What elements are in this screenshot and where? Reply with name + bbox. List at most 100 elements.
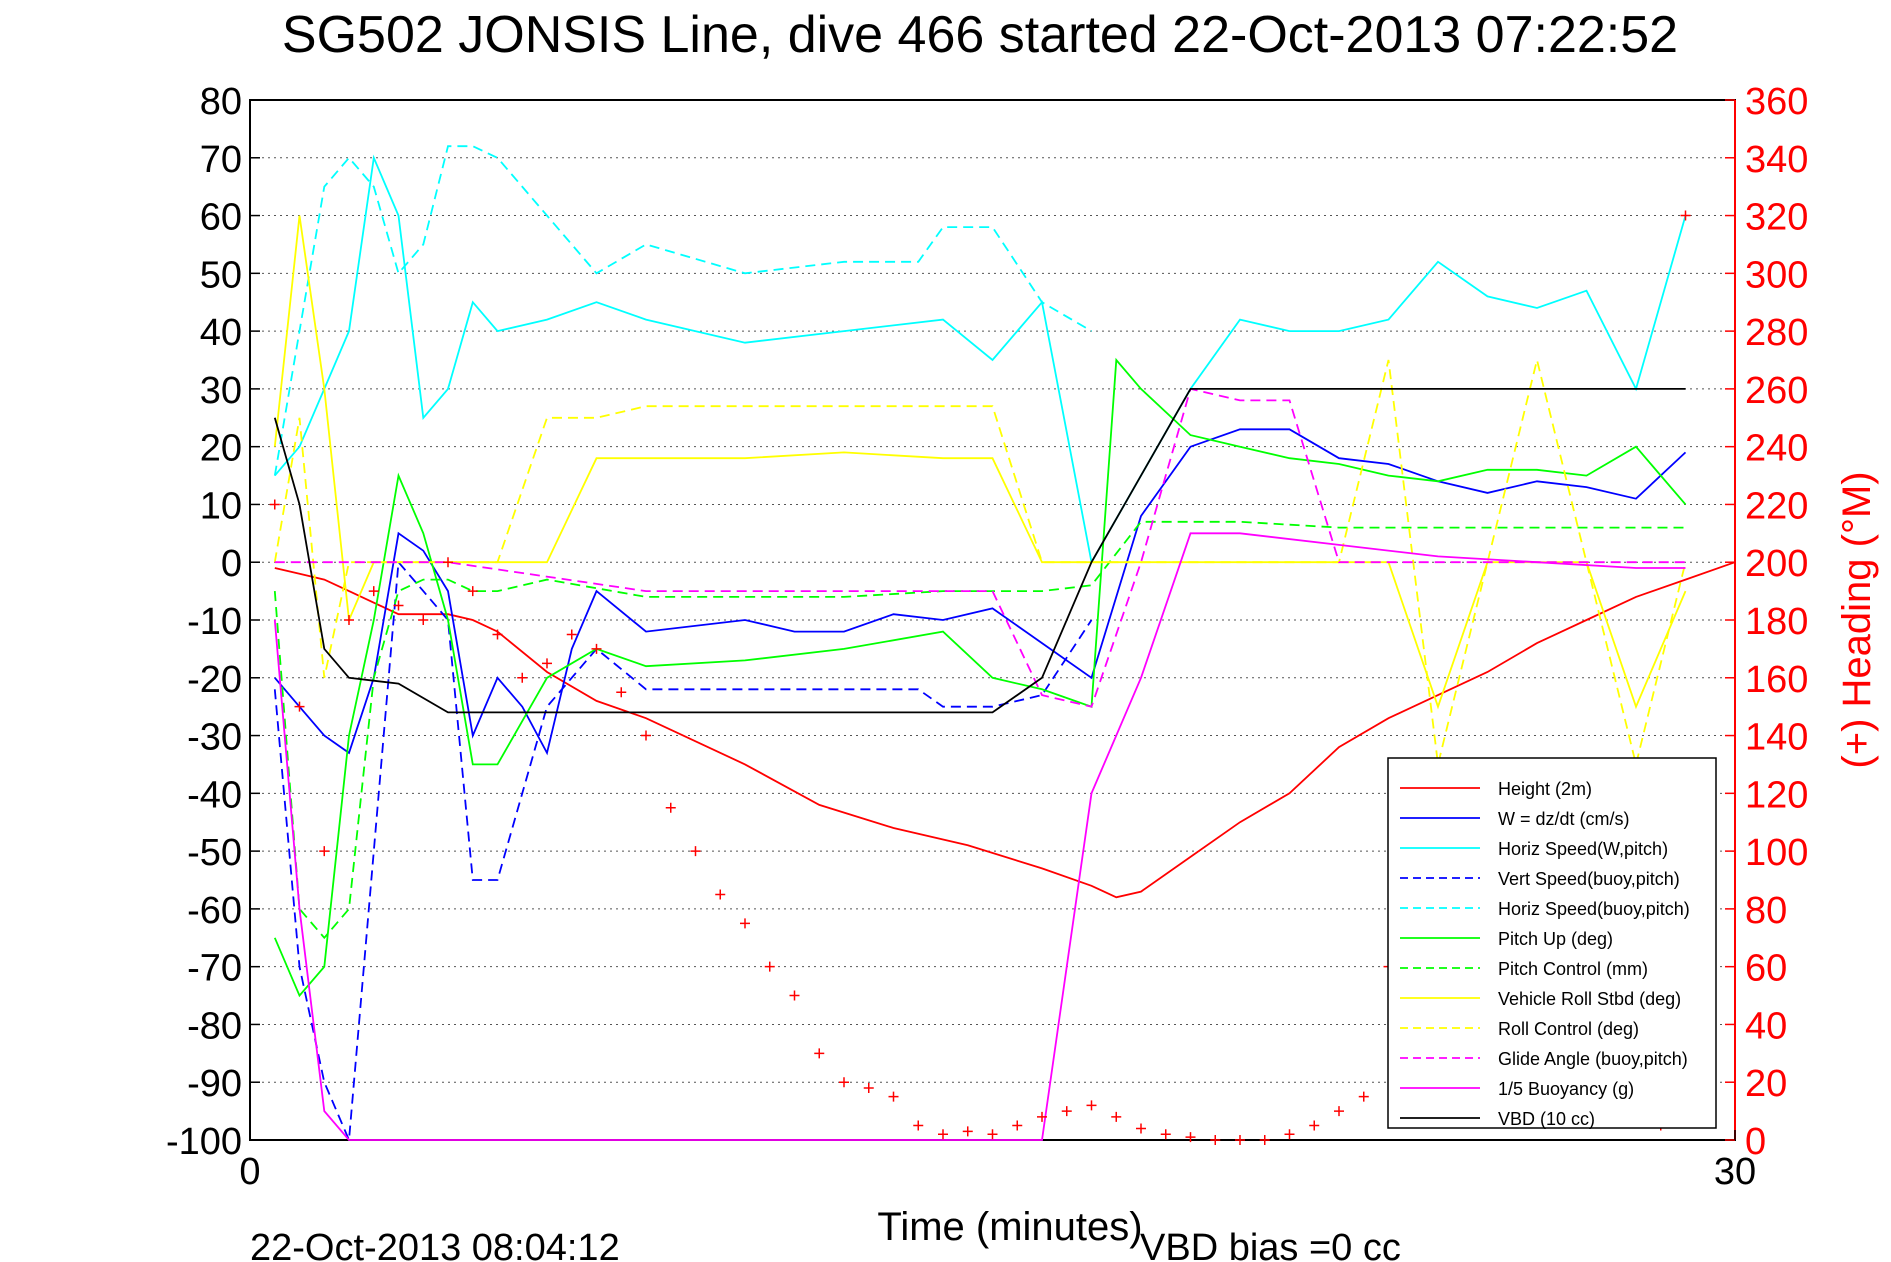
heading-point	[740, 918, 750, 929]
footer-right: VBD bias =0 cc	[1140, 1227, 1401, 1262]
heading-point	[344, 615, 354, 625]
heading-point	[1210, 1135, 1221, 1145]
legend-label: VBD (10 cc)	[1498, 1109, 1595, 1129]
legend-box	[1387, 757, 1717, 1129]
heading-point	[665, 802, 676, 813]
heading-point	[566, 629, 577, 640]
left-tick-label: -10	[187, 601, 242, 643]
heading-point	[888, 1091, 899, 1102]
heading-point	[269, 499, 280, 510]
heading-point	[294, 701, 305, 712]
legend-label: W = dz/dt (cm/s)	[1498, 809, 1630, 829]
x-tick-label: 30	[1714, 1151, 1756, 1193]
series-line-5	[273, 145, 1092, 476]
heading-point	[418, 615, 429, 625]
left-tick-label: -100	[166, 1121, 242, 1163]
heading-point	[839, 1077, 849, 1088]
heading-point	[393, 600, 404, 611]
heading-point	[764, 961, 775, 972]
heading-point	[616, 687, 627, 698]
left-tick-label: -40	[187, 774, 242, 816]
heading-point	[1061, 1106, 1072, 1117]
right-tick-label: 0	[1745, 1121, 1766, 1163]
right-tick-label: 240	[1745, 428, 1808, 470]
x-axis-ticks: 0 30	[239, 1130, 1756, 1193]
left-tick-label: 50	[200, 254, 242, 296]
right-tick-label: 220	[1745, 485, 1808, 527]
series-line-11	[273, 532, 1686, 1141]
right-tick-label: 80	[1745, 890, 1787, 932]
heading-point	[1037, 1111, 1047, 1122]
heading-point	[1111, 1111, 1122, 1122]
series-line-3	[274, 154, 1687, 565]
heading-point	[1309, 1120, 1320, 1131]
left-tick-label: -80	[187, 1005, 242, 1047]
series-line-6	[273, 357, 1687, 998]
left-tick-label: 20	[200, 428, 242, 470]
left-tick-label: 60	[200, 197, 242, 239]
heading-point	[467, 586, 478, 597]
right-tick-label: 100	[1745, 832, 1808, 874]
left-tick-label: -60	[187, 890, 242, 932]
heading-point	[962, 1126, 973, 1137]
right-tick-label: 300	[1745, 254, 1808, 296]
heading-point	[368, 586, 379, 597]
series-line-4	[273, 559, 1093, 1141]
heading-point	[789, 990, 800, 1001]
heading-point	[715, 889, 726, 900]
left-tick-label: 40	[200, 312, 242, 354]
legend-label: Pitch Control (mm)	[1498, 959, 1648, 979]
right-tick-label: 200	[1745, 543, 1808, 585]
heading-point	[1086, 1100, 1097, 1111]
heading-point	[1259, 1135, 1270, 1145]
left-axis-ticks: 80 70 60 50 40 30 20 10 0 -10 -20 -30 -40 -50 -60 -70 -8…	[166, 81, 260, 1163]
left-tick-label: -70	[187, 948, 242, 990]
heading-point	[319, 846, 330, 857]
heading-point	[1012, 1120, 1023, 1131]
right-tick-label: 340	[1745, 139, 1808, 181]
heading-point	[913, 1120, 924, 1131]
heading-point	[690, 846, 701, 857]
left-tick-label: -30	[187, 717, 242, 759]
heading-point	[814, 1048, 825, 1059]
left-tick-label: 30	[200, 370, 242, 412]
left-tick-label: 10	[200, 485, 242, 527]
heading-point	[863, 1083, 874, 1093]
legend-label: Glide Angle (buoy,pitch)	[1498, 1049, 1688, 1069]
x-tick-label: 0	[239, 1151, 260, 1193]
right-tick-label: 360	[1745, 81, 1808, 123]
right-tick-label: 260	[1745, 370, 1808, 412]
series-line-10	[274, 387, 1686, 708]
series-line-7	[273, 520, 1686, 940]
left-tick-label: 70	[200, 139, 242, 181]
legend-label: Vert Speed(buoy,pitch)	[1498, 869, 1680, 889]
legend-label: Roll Control (deg)	[1498, 1019, 1639, 1039]
heading-point	[1160, 1129, 1171, 1140]
heading-point	[1136, 1123, 1146, 1134]
x-axis-label: Time (minutes)	[877, 1205, 1142, 1249]
right-tick-label: 40	[1745, 1005, 1787, 1047]
right-tick-label: 120	[1745, 774, 1808, 816]
heading-point	[517, 672, 528, 683]
heading-point	[938, 1129, 948, 1140]
legend-label: Vehicle Roll Stbd (deg)	[1498, 989, 1681, 1009]
right-tick-label: 60	[1745, 948, 1787, 990]
heading-point	[443, 557, 453, 568]
left-tick-label: 0	[221, 543, 242, 585]
series-layer	[273, 145, 1736, 1141]
heading-point	[1334, 1106, 1344, 1117]
right-axis-label: (+) Heading (°M)	[1835, 471, 1879, 768]
series-line-1	[274, 561, 1736, 899]
right-tick-label: 20	[1745, 1063, 1787, 1105]
left-tick-label: 80	[200, 81, 242, 123]
left-tick-label: -90	[187, 1063, 242, 1105]
heading-point	[1358, 1091, 1369, 1102]
legend-label: 1/5 Buoyancy (g)	[1498, 1079, 1634, 1099]
right-axis-ticks: 3603403203002802602402202001801601401201…	[1725, 81, 1808, 1163]
heading-point	[492, 629, 503, 640]
heading-point	[1185, 1132, 1196, 1143]
footer-left: 22-Oct-2013 08:04:12	[250, 1227, 620, 1262]
right-tick-label: 140	[1745, 717, 1808, 759]
left-tick-label: -50	[187, 832, 242, 874]
right-tick-label: 160	[1745, 659, 1808, 701]
